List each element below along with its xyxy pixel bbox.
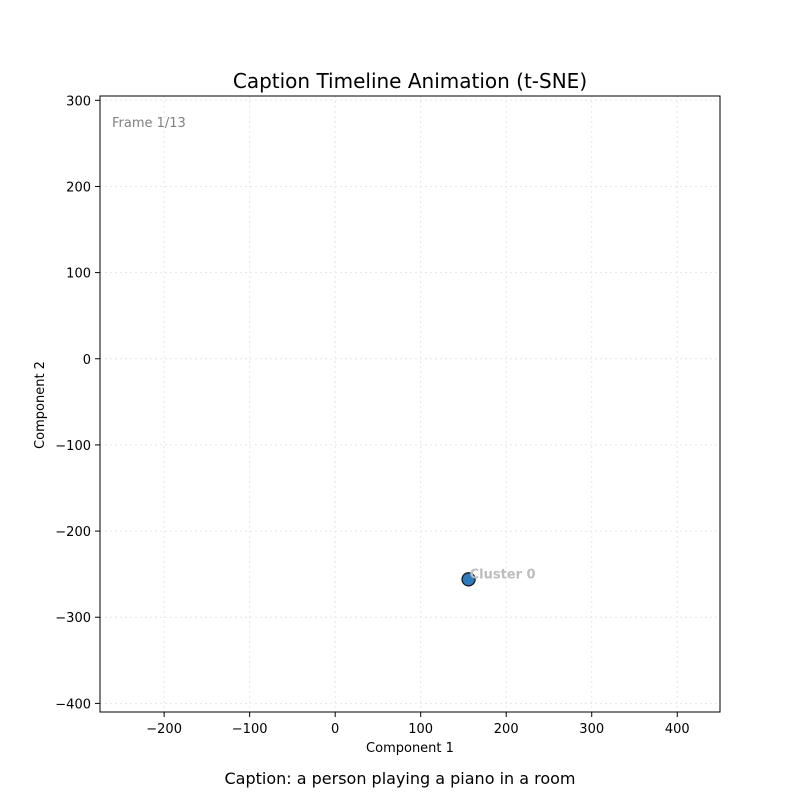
scatter-point — [461, 572, 476, 587]
y-tick-label: −300 — [55, 611, 91, 626]
cluster-label: Cluster 0 — [470, 567, 536, 582]
x-tick-label: 400 — [665, 722, 690, 737]
x-tick-label: 200 — [494, 722, 519, 737]
y-axis-label: Component 2 — [33, 361, 48, 449]
x-axis-ticks: −200 −100 0 100 200 300 400 — [146, 712, 690, 737]
x-tick-label: 300 — [579, 722, 604, 737]
x-tick-label: 0 — [331, 722, 339, 737]
x-tick-label: 100 — [408, 722, 433, 737]
y-tick-label: −100 — [55, 439, 91, 454]
y-tick-label: 200 — [66, 180, 91, 195]
grid-lines — [100, 96, 720, 712]
x-tick-label: −100 — [232, 722, 268, 737]
x-axis-label: Component 1 — [366, 741, 454, 756]
x-tick-label: −200 — [146, 722, 182, 737]
y-tick-label: 100 — [66, 267, 91, 282]
y-axis-ticks: 300 200 100 0 −100 −200 −300 −400 — [55, 94, 100, 712]
y-tick-label: 0 — [83, 353, 91, 368]
y-tick-label: −400 — [55, 697, 91, 712]
frame-counter: Frame 1/13 — [112, 116, 186, 131]
y-tick-label: 300 — [66, 94, 91, 109]
chart-title: Caption Timeline Animation (t-SNE) — [233, 69, 587, 93]
plot-area — [99, 95, 721, 713]
y-tick-label: −200 — [55, 525, 91, 540]
caption-text: Caption: a person playing a piano in a r… — [224, 769, 575, 788]
scatter-points: Cluster 0 — [461, 567, 536, 587]
